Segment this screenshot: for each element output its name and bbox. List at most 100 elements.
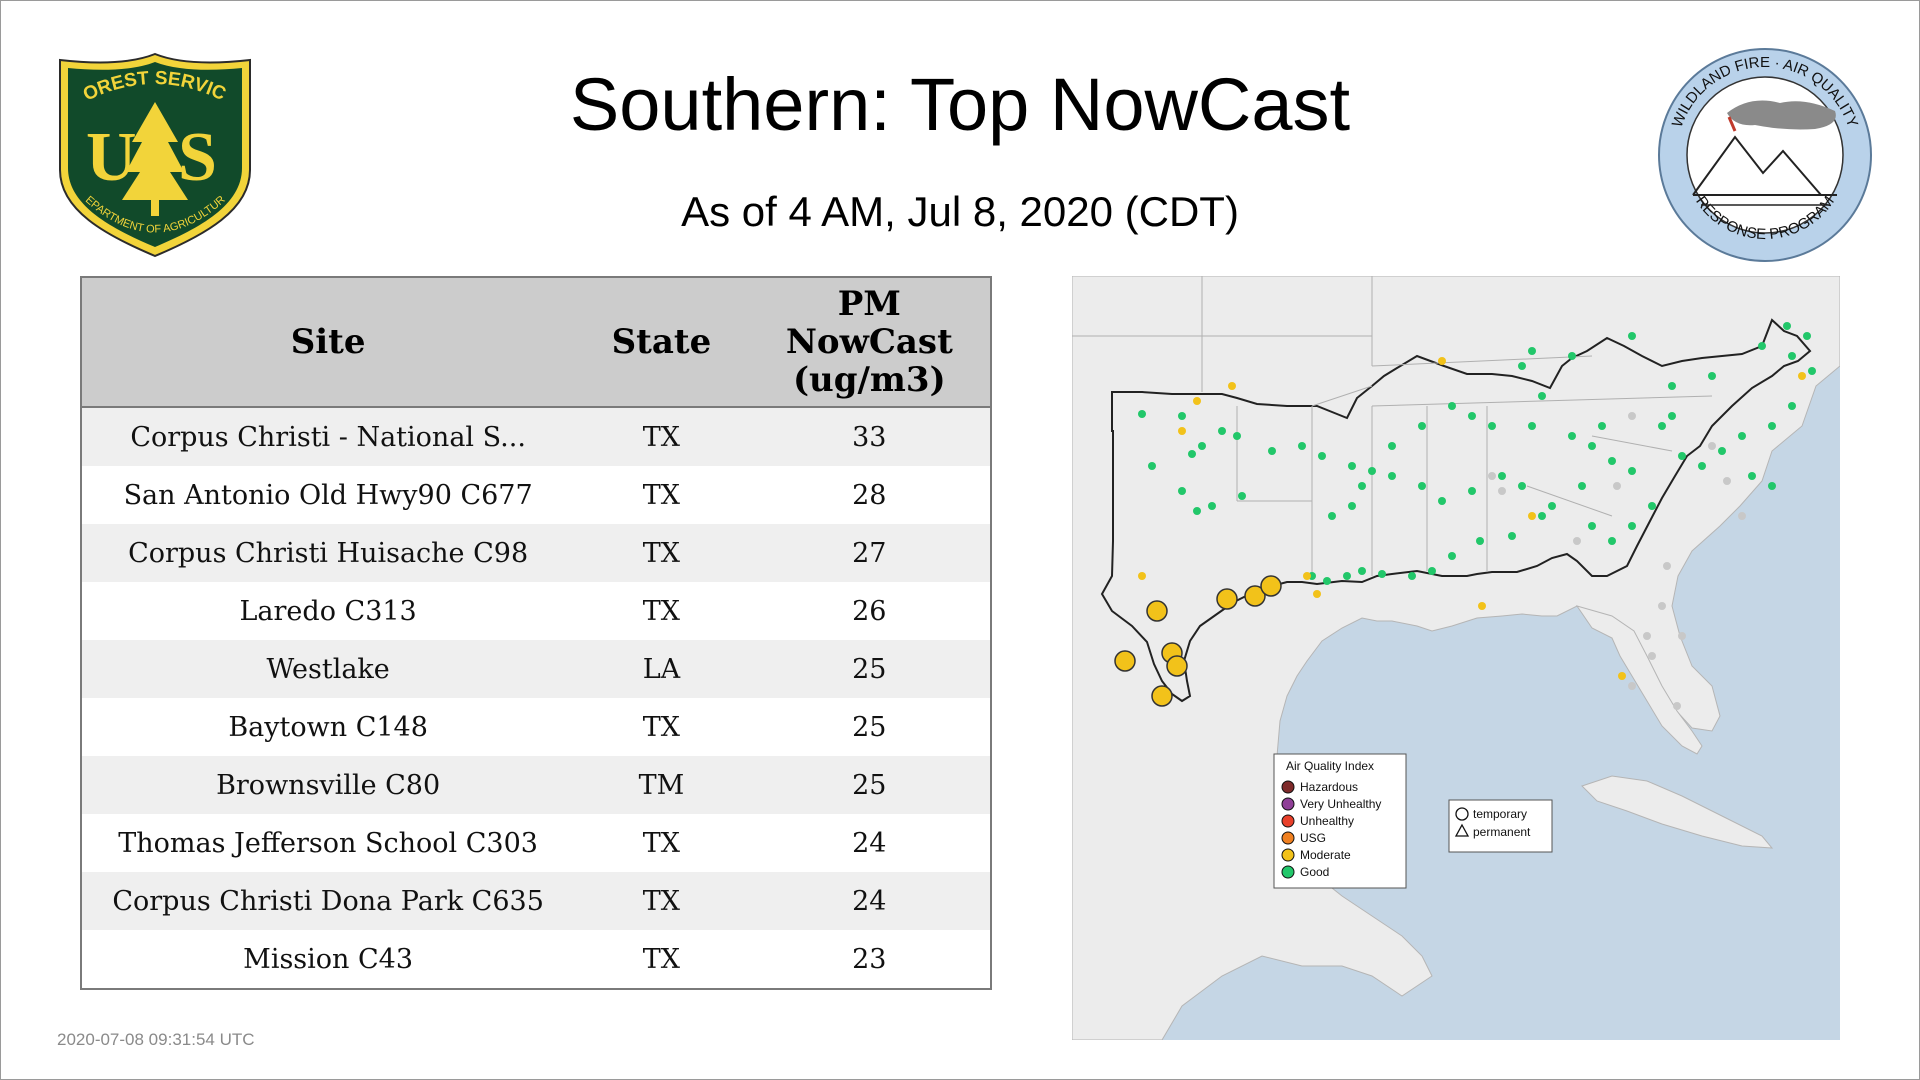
good-site-marker — [1448, 402, 1456, 410]
moderate-site-marker — [1528, 512, 1536, 520]
good-site-marker — [1598, 422, 1606, 430]
good-site-marker — [1368, 467, 1376, 475]
pm-cell: 25 — [748, 698, 991, 756]
good-site-marker — [1428, 567, 1436, 575]
no-data-marker — [1573, 537, 1581, 545]
good-site-marker — [1698, 462, 1706, 470]
hazardous-swatch — [1281, 780, 1295, 794]
good-site-marker — [1788, 352, 1796, 360]
site-cell: Corpus Christi Huisache C98 — [81, 524, 575, 582]
good-site-marker — [1528, 347, 1536, 355]
legend-item-unhealthy: Unhealthy — [1281, 814, 1354, 828]
good-site-marker — [1438, 497, 1446, 505]
legend-label: Unhealthy — [1300, 814, 1354, 828]
good-site-marker — [1588, 442, 1596, 450]
page-title: Southern: Top NowCast — [569, 63, 1351, 146]
legend-label-temporary: temporary — [1473, 807, 1527, 821]
state-cell: TM — [574, 756, 749, 814]
header-pm-line3: (ug/m3) — [792, 360, 946, 400]
pm-cell: 25 — [748, 756, 991, 814]
table-row: Thomas Jefferson School C303 TX 24 — [81, 814, 991, 872]
pm-cell: 28 — [748, 466, 991, 524]
good-site-marker — [1148, 462, 1156, 470]
good-site-marker — [1748, 472, 1756, 480]
table-row: Brownsville C80 TM 25 — [81, 756, 991, 814]
pm-cell: 23 — [748, 930, 991, 989]
good-site-marker — [1138, 410, 1146, 418]
pm-cell: 24 — [748, 872, 991, 930]
good-site-marker — [1808, 367, 1816, 375]
no-data-marker — [1643, 632, 1651, 640]
good-site-marker — [1348, 462, 1356, 470]
good-site-marker — [1298, 442, 1306, 450]
moderate-site-marker — [1193, 397, 1201, 405]
page-subtitle: As of 4 AM, Jul 8, 2020 (CDT) — [681, 188, 1239, 235]
legend-item-hazardous: Hazardous — [1281, 780, 1358, 794]
good-site-marker — [1448, 552, 1456, 560]
state-cell: TX — [574, 698, 749, 756]
table-row: Corpus Christi - National S... TX 33 — [81, 407, 991, 466]
good-site-marker — [1408, 572, 1416, 580]
good-site-marker — [1468, 487, 1476, 495]
moderate-site-marker — [1313, 590, 1321, 598]
svg-text:S: S — [178, 119, 217, 196]
triangle-icon — [1454, 823, 1470, 837]
pm-cell: 24 — [748, 814, 991, 872]
good-site-marker — [1488, 422, 1496, 430]
good-site-marker — [1388, 472, 1396, 480]
legend-item-very-unhealthy: Very Unhealthy — [1281, 797, 1381, 811]
state-cell: TX — [574, 930, 749, 989]
good-site-marker — [1238, 492, 1246, 500]
good-site-marker — [1178, 487, 1186, 495]
good-site-marker — [1628, 332, 1636, 340]
good-site-marker — [1518, 362, 1526, 370]
good-site-marker — [1668, 382, 1676, 390]
svg-text:U: U — [86, 119, 137, 196]
good-site-marker — [1188, 450, 1196, 458]
top-site-marker — [1151, 685, 1173, 707]
good-site-marker — [1648, 502, 1656, 510]
pm-cell: 33 — [748, 407, 991, 466]
site-cell: Corpus Christi - National S... — [81, 407, 575, 466]
no-data-marker — [1658, 602, 1666, 610]
legend-label-permanent: permanent — [1473, 825, 1531, 839]
aqi-markers — [1114, 322, 1816, 710]
good-site-marker — [1318, 452, 1326, 460]
good-site-marker — [1323, 577, 1331, 585]
good-site-marker — [1208, 502, 1216, 510]
no-data-marker — [1723, 477, 1731, 485]
top-site-marker — [1114, 650, 1136, 672]
no-data-marker — [1678, 632, 1686, 640]
good-site-marker — [1476, 537, 1484, 545]
moderate-site-marker — [1138, 572, 1146, 580]
good-site-marker — [1768, 422, 1776, 430]
good-site-marker — [1268, 447, 1276, 455]
good-site-marker — [1678, 452, 1686, 460]
good-site-marker — [1568, 352, 1576, 360]
header-pm-nowcast: PM NowCast (ug/m3) — [748, 277, 991, 408]
aqi-legend: Air Quality Index Hazardous Very Unhealt… — [1273, 753, 1407, 889]
table-row: San Antonio Old Hwy90 C677 TX 28 — [81, 466, 991, 524]
good-site-marker — [1588, 522, 1596, 530]
site-cell: Mission C43 — [81, 930, 575, 989]
good-site-marker — [1178, 412, 1186, 420]
no-data-marker — [1628, 682, 1636, 690]
legend-label: Moderate — [1300, 848, 1351, 862]
pm-cell: 27 — [748, 524, 991, 582]
state-lines — [1072, 276, 1713, 576]
good-swatch — [1281, 865, 1295, 879]
forest-service-logo: FOREST SERVICE U S DEPARTMENT OF AGRICUL… — [50, 50, 251, 258]
moderate-site-marker — [1618, 672, 1626, 680]
legend-label: Hazardous — [1300, 780, 1358, 794]
moderate-site-marker — [1798, 372, 1806, 380]
us-mexico-landmass — [1072, 276, 1840, 1040]
moderate-site-marker — [1228, 382, 1236, 390]
good-site-marker — [1498, 472, 1506, 480]
shape-legend: temporary permanent — [1448, 799, 1553, 853]
good-site-marker — [1788, 402, 1796, 410]
state-cell: TX — [574, 582, 749, 640]
no-data-marker — [1628, 412, 1636, 420]
legend-label: Very Unhealthy — [1300, 797, 1381, 811]
good-site-marker — [1508, 532, 1516, 540]
state-cell: TX — [574, 872, 749, 930]
